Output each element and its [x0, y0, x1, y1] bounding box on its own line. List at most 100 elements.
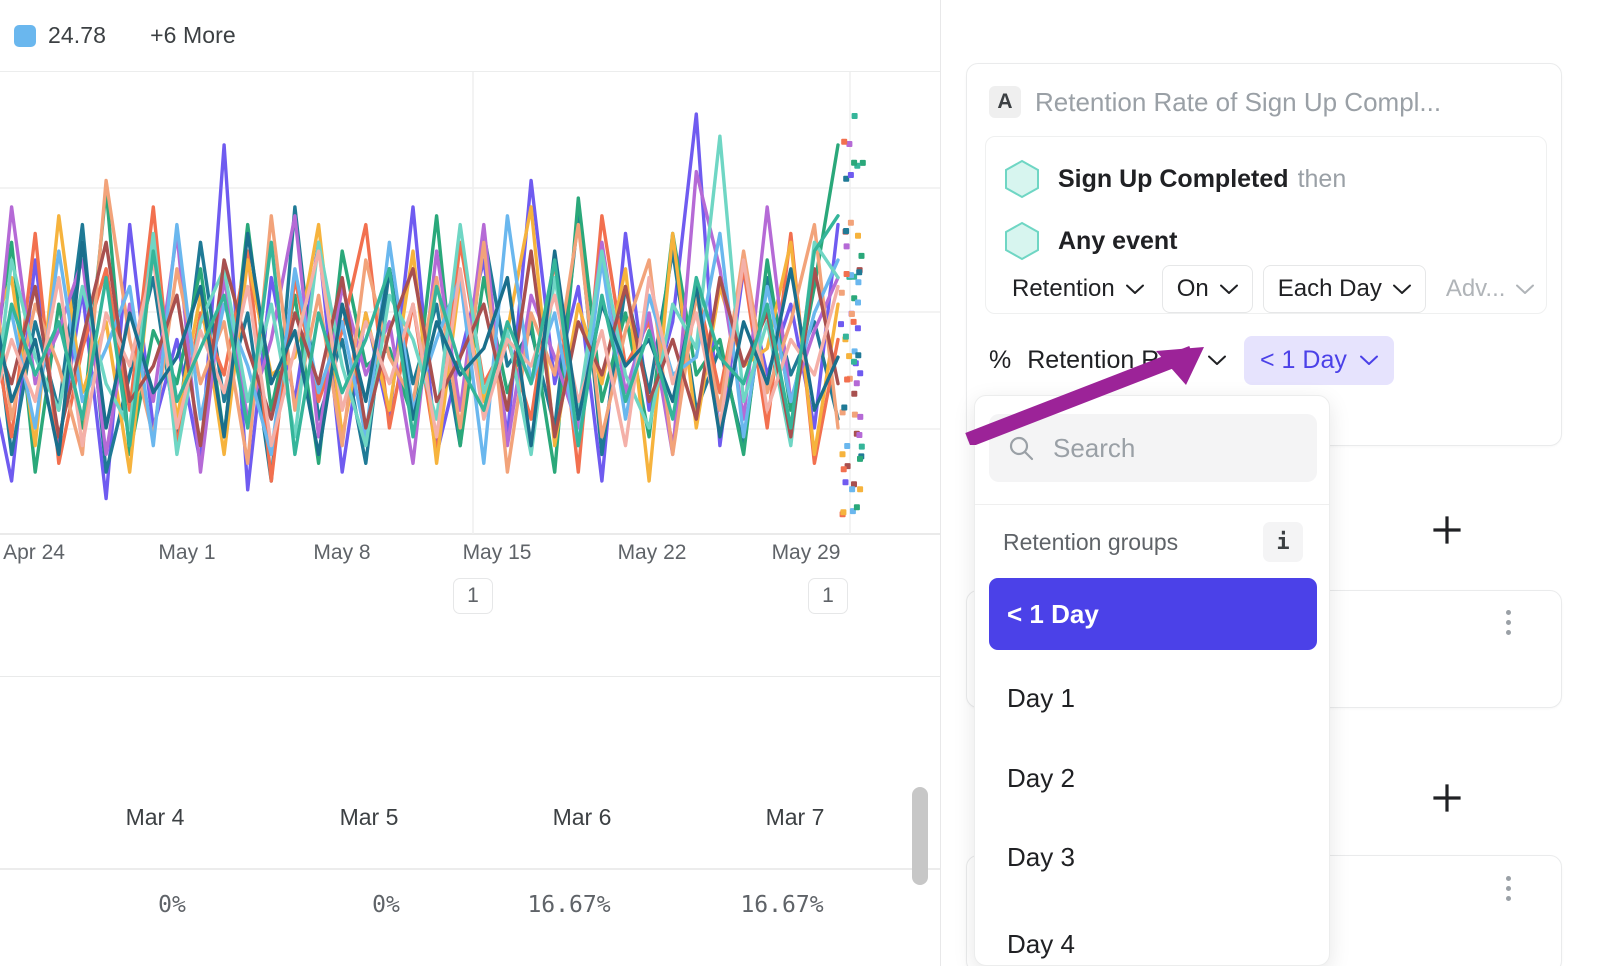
chart-scatter-point — [847, 219, 854, 226]
dropdown-option-3[interactable]: Day 3 — [1007, 841, 1075, 872]
chart-scatter-point — [841, 138, 848, 145]
metric-name-label[interactable]: Retention Rate — [1027, 346, 1195, 374]
table-row: 0% 0% 16.67% 16.67% — [0, 868, 940, 966]
chart-scatter-point — [853, 380, 860, 387]
search-input[interactable] — [1051, 431, 1291, 465]
chart-line-s6 — [0, 169, 840, 474]
page-badge-left[interactable]: 1 — [453, 578, 493, 614]
chevron-down-icon[interactable] — [1208, 355, 1227, 366]
table-col-0: Mar 4 — [125, 804, 185, 830]
card-menu-button-2[interactable] — [1495, 868, 1521, 908]
x-tick-2: May 8 — [313, 541, 371, 564]
chevron-down-icon — [1359, 355, 1378, 365]
legend-color-swatch — [14, 24, 36, 47]
chart-scatter-point — [840, 509, 847, 516]
dropdown-separator — [975, 504, 1329, 505]
kebab-dot — [1505, 609, 1511, 615]
control-on-label: On — [1176, 275, 1209, 302]
table-cell-0-1: 0% — [372, 892, 400, 918]
page-badge-right[interactable]: 1 — [808, 578, 848, 614]
chart-line-s1 — [0, 112, 840, 501]
dropdown-option-0[interactable]: < 1 Day — [989, 578, 1317, 650]
section-divider — [0, 676, 940, 677]
dropdown-option-2[interactable]: Day 2 — [1007, 762, 1075, 793]
event-name-1: Any event — [1058, 226, 1178, 255]
table-col-2: Mar 6 — [552, 804, 612, 830]
query-controls-row: Retention On Each Day — [998, 265, 1548, 313]
dropdown-option-1[interactable]: Day 1 — [1007, 682, 1075, 713]
chart-line-s9 — [0, 134, 840, 457]
control-each-day[interactable]: Each Day — [1262, 265, 1426, 313]
chart-scatter-point — [839, 451, 846, 458]
card-menu-button-1[interactable] — [1495, 602, 1521, 642]
chart-scatter-point — [849, 486, 856, 493]
chart-scatter-point — [859, 159, 866, 166]
kebab-dot — [1505, 885, 1511, 891]
chart-scatter-point — [848, 311, 855, 317]
dropdown-group-header-label: Retention groups — [1003, 528, 1179, 555]
chart-scatter-point — [855, 279, 862, 286]
chart-scatter-point — [847, 172, 854, 178]
table-col-1: Mar 5 — [339, 804, 399, 830]
x-tick-0: Apr 24 — [3, 541, 65, 564]
plus-icon — [1433, 516, 1461, 544]
legend-more-link[interactable]: +6 More — [150, 22, 236, 48]
chevron-down-icon — [1125, 284, 1144, 294]
control-retention[interactable]: Retention — [998, 266, 1158, 312]
x-tick-5: May 29 — [771, 541, 841, 564]
table-cell-0-0: 0% — [158, 892, 186, 918]
chart-scatter-point — [851, 481, 857, 488]
query-card-title[interactable]: Retention Rate of Sign Up Compl... — [1035, 86, 1442, 117]
info-icon[interactable]: i — [1263, 522, 1303, 562]
kebab-dot — [1505, 895, 1511, 901]
table-col-3: Mar 7 — [765, 804, 825, 830]
chart-scatter-point — [858, 252, 865, 259]
add-query-button-2[interactable] — [1427, 778, 1467, 818]
kebab-dot — [1505, 875, 1511, 881]
chart-scatter-point — [857, 413, 864, 420]
query-card-title-row: A Retention Rate of Sign Up Compl... — [989, 86, 1441, 118]
kebab-dot — [1505, 619, 1511, 625]
control-on[interactable]: On — [1161, 265, 1253, 313]
x-tick-1: May 1 — [158, 541, 216, 564]
chart-scatter-point — [851, 390, 858, 397]
chart-line-s11 — [0, 249, 840, 448]
query-letter-badge: A — [989, 86, 1021, 118]
chart-scatter-point — [857, 486, 864, 493]
x-tick-3: May 15 — [462, 541, 532, 564]
dropdown-group-header: Retention groups i — [1003, 522, 1303, 562]
retention-group-pill[interactable]: < 1 Day — [1244, 336, 1394, 385]
chart-scatter-point — [854, 325, 861, 332]
chart-scatter-point — [843, 175, 850, 182]
chart-scatter-point — [857, 455, 863, 462]
chart-scatter-point — [839, 409, 846, 416]
line-chart-plot[interactable] — [0, 72, 940, 535]
dropdown-search-wrap[interactable] — [989, 414, 1317, 482]
chart-scatter-point — [855, 299, 861, 306]
add-query-button-1[interactable] — [1427, 510, 1467, 550]
chart-scatter-point — [855, 352, 862, 359]
event-row-0[interactable]: Sign Up Completed then — [1004, 159, 1346, 199]
chart-scatter-point — [846, 353, 853, 360]
chart-series-group — [0, 112, 840, 501]
percent-sign-icon: % — [989, 346, 1012, 374]
control-each-day-label: Each Day — [1277, 275, 1382, 302]
control-retention-label: Retention — [1012, 275, 1115, 302]
query-card: A Retention Rate of Sign Up Compl... Sig… — [966, 63, 1562, 446]
chart-scatter-point — [858, 443, 865, 450]
event-suffix-0: then — [1297, 164, 1347, 193]
chart-x-axis: Apr 24 May 1 May 8 May 15 May 22 May 29 — [0, 535, 940, 579]
control-advanced[interactable]: Adv... — [1432, 266, 1549, 312]
chart-line-s5 — [0, 205, 840, 483]
chart-scatter-point — [838, 289, 845, 296]
event-row-1[interactable]: Any event — [1004, 221, 1186, 261]
chart-scatter-point — [844, 443, 851, 449]
legend-value: 24.78 — [48, 22, 107, 48]
chart-scatter-tail — [838, 113, 866, 518]
vertical-scrollbar-thumb[interactable] — [912, 787, 928, 885]
chart-scatter-point — [843, 243, 850, 250]
dropdown-option-4[interactable]: Day 4 — [1007, 928, 1075, 959]
chart-scatter-point — [856, 269, 863, 276]
retention-group-dropdown: Retention groups i < 1 Day Day 1 Day 2 D… — [974, 395, 1330, 966]
chart-scatter-point — [844, 376, 851, 383]
